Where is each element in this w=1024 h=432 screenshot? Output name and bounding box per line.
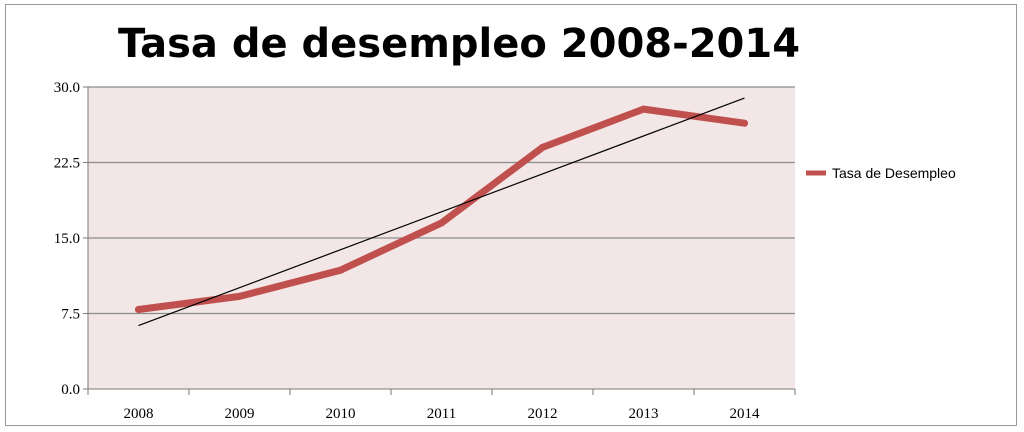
data-point — [640, 105, 647, 113]
series-layer — [135, 97, 748, 327]
x-tick-label: 2013 — [629, 406, 659, 422]
x-axis-ticks: 2008 2009 2010 2011 2012 2013 2014 — [87, 389, 796, 422]
gridlines — [88, 86, 795, 315]
trendline — [138, 97, 745, 327]
x-tick-label: 2008 — [124, 406, 154, 422]
x-tick-label: 2010 — [326, 406, 356, 422]
data-point — [337, 266, 344, 274]
legend: Tasa de Desempleo — [806, 165, 956, 181]
x-tick-label: 2014 — [730, 406, 761, 422]
data-point — [135, 305, 142, 313]
data-point — [438, 219, 445, 227]
chart-title: Tasa de desempleo 2008-2014 — [118, 21, 801, 67]
data-point — [236, 292, 243, 300]
y-tick-label: 30.0 — [54, 80, 80, 96]
y-tick-label: 15.0 — [54, 231, 80, 247]
y-axis-ticks: 0.0 7.5 15.0 22.5 30.0 — [54, 80, 88, 398]
legend-label-tasa-de-desempleo: Tasa de Desempleo — [832, 165, 956, 181]
x-tick-label: 2012 — [528, 406, 558, 422]
data-point — [741, 119, 748, 127]
data-point — [539, 143, 546, 151]
y-tick-label: 7.5 — [61, 307, 80, 323]
y-tick-label: 22.5 — [54, 156, 80, 172]
x-tick-label: 2009 — [225, 406, 255, 422]
x-tick-label: 2011 — [427, 406, 456, 422]
y-tick-label: 0.0 — [61, 382, 80, 398]
